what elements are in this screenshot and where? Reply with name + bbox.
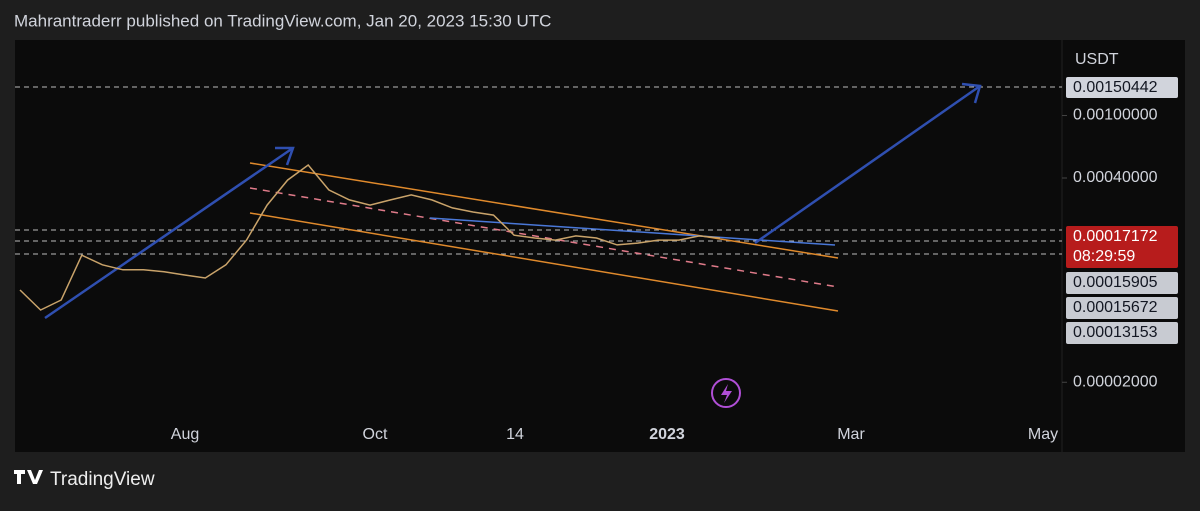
trend-line bbox=[429, 217, 836, 246]
last-price-label: 0.00017172 bbox=[1073, 228, 1158, 245]
channel-bottom bbox=[249, 212, 839, 312]
channel-top bbox=[249, 162, 839, 259]
chart-area bbox=[15, 40, 1185, 452]
price-tick-label: 0.00040000 bbox=[1073, 169, 1158, 186]
alert-icon[interactable] bbox=[711, 378, 741, 408]
price-tick-label: 0.00100000 bbox=[1073, 107, 1158, 124]
level-label: 0.00015905 bbox=[1073, 274, 1158, 291]
time-label: 14 bbox=[506, 426, 524, 443]
level-box bbox=[1066, 297, 1178, 319]
level-lines bbox=[15, 86, 1062, 255]
time-label: May bbox=[1028, 426, 1058, 443]
alert-bolt bbox=[721, 384, 732, 403]
price-line bbox=[19, 163, 721, 311]
countdown: 08:29:59 bbox=[1073, 248, 1135, 265]
target-box bbox=[1066, 77, 1178, 98]
level-box bbox=[1066, 322, 1178, 344]
time-label: 2023 bbox=[649, 426, 685, 443]
price-tick-label: 0.00002000 bbox=[1073, 373, 1158, 390]
currency-label: USDT bbox=[1075, 51, 1119, 68]
channel-mid bbox=[249, 187, 839, 288]
brand-logo bbox=[14, 470, 43, 484]
time-label: Aug bbox=[171, 426, 199, 443]
publish-info: Mahrantraderr published on TradingView.c… bbox=[14, 11, 551, 30]
level-label: 0.00013153 bbox=[1073, 324, 1158, 341]
brand-name: TradingView bbox=[50, 469, 155, 490]
time-label: Oct bbox=[363, 426, 388, 443]
arrow-up-left bbox=[44, 146, 295, 320]
level-label-group: 0.00015905 0.00015672 0.00013153 bbox=[1066, 272, 1178, 344]
level-box bbox=[1066, 272, 1178, 294]
arrows bbox=[44, 82, 982, 320]
time-label: Mar bbox=[837, 426, 865, 443]
target-label: 0.00150442 bbox=[1073, 79, 1158, 96]
level-label: 0.00015672 bbox=[1073, 299, 1158, 316]
last-price-box bbox=[1066, 226, 1178, 268]
logo-mark bbox=[14, 470, 43, 484]
arrow-up-right bbox=[754, 82, 982, 245]
